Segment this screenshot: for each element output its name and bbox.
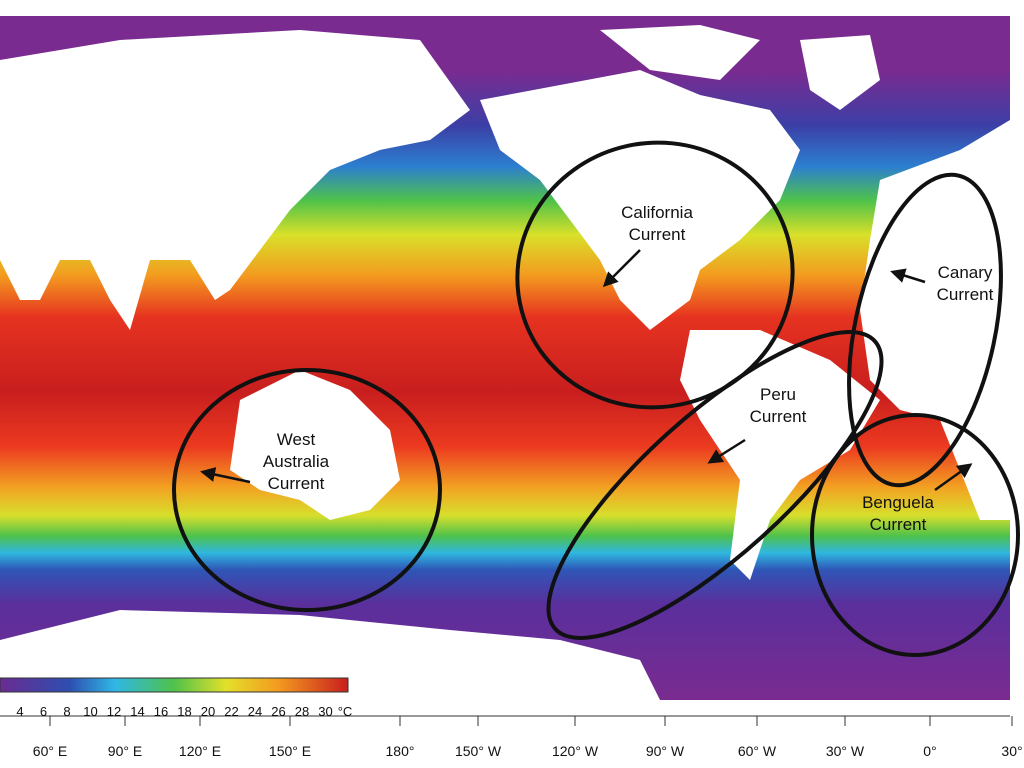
current-label: Current: [629, 225, 686, 244]
loop: [515, 140, 795, 410]
loops: [172, 140, 1020, 657]
colorbar-tick: 16: [154, 704, 168, 719]
current-label: Current: [870, 515, 927, 534]
current-labels: California Current Canary Current Peru Curren…: [263, 203, 994, 534]
colorbar-tick: 8: [63, 704, 70, 719]
arrow: [707, 438, 746, 464]
colorbar: [0, 677, 349, 693]
axis-strip: [0, 700, 1010, 768]
colorbar-tick: 18: [177, 704, 191, 719]
land: [0, 25, 1010, 700]
colorbar-tick: 22: [224, 704, 238, 719]
arrow: [934, 463, 973, 492]
loop: [847, 172, 1003, 488]
colorbar-tick: 12: [107, 704, 121, 719]
longitude-label: 30°: [1001, 743, 1022, 759]
colorbar-tick: 10: [83, 704, 97, 719]
longitude-label: 180°: [386, 743, 415, 759]
longitude-label: 0°: [923, 743, 936, 759]
longitude-label: 30° W: [826, 743, 865, 759]
frame: [1010, 16, 1024, 768]
colorbar-tick: 28: [295, 704, 309, 719]
colorbar-tick: 14: [130, 704, 144, 719]
longitude-label: 60° E: [33, 743, 67, 759]
colorbar-labels: 24681012141618202224262830°C: [0, 704, 352, 719]
longitude-label: 60° W: [738, 743, 777, 759]
longitude-label: 120° E: [179, 743, 221, 759]
current-label: West: [277, 430, 316, 449]
colorbar-tick: 26: [271, 704, 285, 719]
current-label: California: [621, 203, 693, 222]
longitude-label: 150° E: [269, 743, 311, 759]
current-label: Current: [268, 474, 325, 493]
arrows: [200, 249, 973, 492]
colorbar-tick: 24: [248, 704, 262, 719]
longitude-axis: 60° E 90° E 120° E 150° E 180° 150° W 120° W 90…: [33, 716, 1023, 759]
colorbar-tick: 30: [318, 704, 332, 719]
current-label: Peru: [760, 385, 796, 404]
loop: [810, 413, 1020, 657]
colorbar-unit: °C: [338, 704, 353, 719]
current-label: Current: [750, 407, 807, 426]
colorbar-tick: 20: [201, 704, 215, 719]
arrow: [602, 249, 641, 288]
current-label: Benguela: [862, 493, 934, 512]
arrow: [200, 467, 251, 484]
colorbar-tick: 4: [16, 704, 23, 719]
loop: [546, 330, 884, 640]
loop: [172, 368, 442, 612]
longitude-label: 120° W: [552, 743, 599, 759]
current-label: Canary: [938, 263, 993, 282]
longitude-label: 90° W: [646, 743, 685, 759]
current-label: Current: [937, 285, 994, 304]
longitude-label: 150° W: [455, 743, 502, 759]
current-label: Australia: [263, 452, 330, 471]
colorbar-tick: 6: [40, 704, 47, 719]
longitude-label: 90° E: [108, 743, 142, 759]
arrow: [890, 268, 926, 284]
